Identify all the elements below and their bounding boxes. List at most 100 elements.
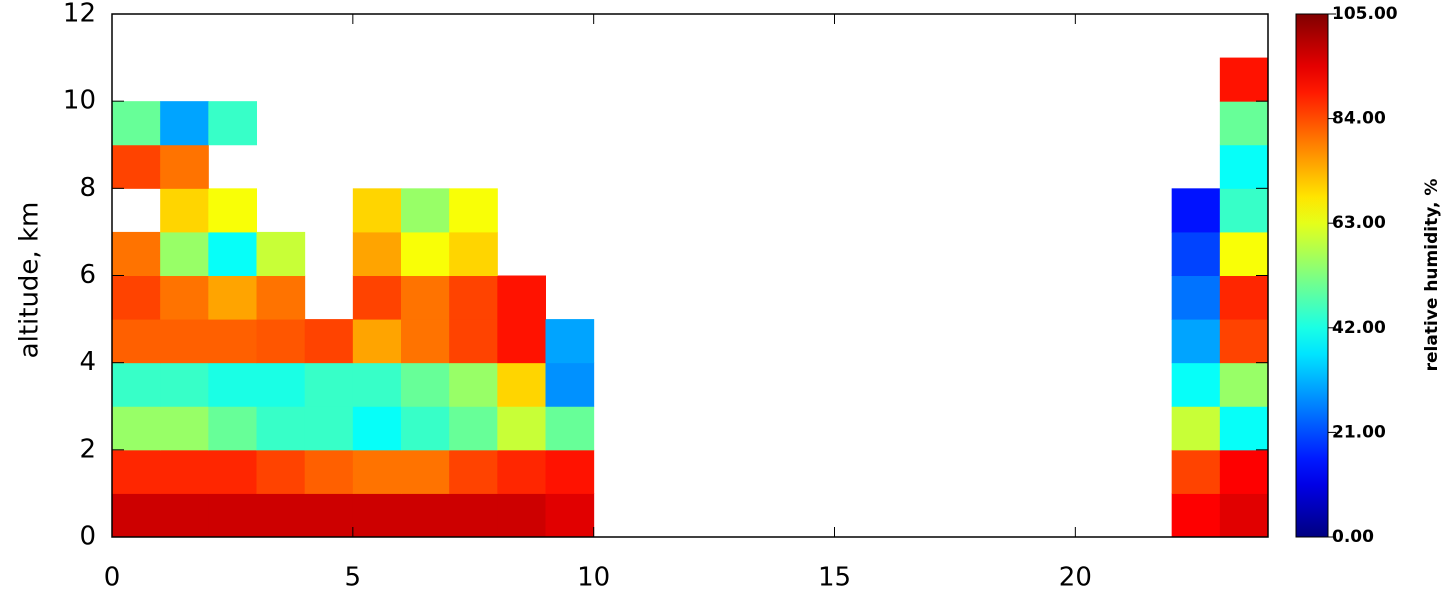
heatmap-cell	[1219, 144, 1269, 189]
heatmap-cell	[449, 406, 498, 451]
colorbar-tick-label: 42.00	[1332, 318, 1386, 338]
heatmap-cell	[304, 319, 354, 364]
heatmap-cell	[1219, 188, 1269, 233]
heatmap-cell	[449, 319, 498, 364]
y-tick-label: 4	[79, 347, 96, 377]
heatmap-cell	[449, 275, 498, 320]
heatmap-cell	[401, 319, 450, 364]
heatmap-cell	[401, 362, 450, 407]
heatmap-cell	[304, 449, 354, 494]
heatmap-cell	[112, 144, 161, 189]
x-tick-label: 0	[104, 563, 121, 593]
colorbar-tick-label: 84.00	[1332, 109, 1386, 129]
heatmap-cell	[256, 275, 306, 320]
heatmap-cell	[112, 275, 161, 320]
heatmap-cell	[256, 449, 306, 494]
heatmap-cell	[160, 406, 209, 451]
heatmap-cell	[497, 493, 546, 538]
colorbar-tick-label: 0.00	[1332, 527, 1374, 547]
heatmap-cell	[1219, 231, 1269, 276]
y-tick-label: 12	[63, 0, 96, 29]
heatmap-cell	[497, 449, 546, 494]
heatmap-cell	[1171, 449, 1221, 494]
heatmap-cell	[352, 406, 402, 451]
heatmap-cell	[497, 406, 546, 451]
heatmap-cell	[1219, 362, 1269, 407]
heatmap-cell	[304, 362, 354, 407]
heatmap-cell	[1171, 188, 1221, 233]
heatmap-cell	[449, 231, 498, 276]
heatmap-cell	[545, 319, 595, 364]
y-tick-label: 6	[79, 260, 96, 290]
heatmap-cell	[352, 188, 402, 233]
heatmap-cell	[497, 319, 546, 364]
x-tick-label: 10	[577, 563, 610, 593]
heatmap-cell	[256, 493, 306, 538]
heatmap-cell	[1171, 493, 1221, 538]
colorbar-tick-label: 21.00	[1332, 422, 1386, 442]
heatmap-cell	[545, 493, 595, 538]
heatmap-cell	[1219, 449, 1269, 494]
heatmap-cell	[160, 319, 209, 364]
heatmap-cell	[208, 319, 257, 364]
heatmap-cell	[208, 101, 257, 146]
heatmap-cell	[401, 275, 450, 320]
heatmap-cell	[401, 188, 450, 233]
heatmap-cell	[208, 362, 257, 407]
heatmap-cell	[208, 449, 257, 494]
x-tick-label: 5	[345, 563, 362, 593]
heatmap-cell	[304, 493, 354, 538]
heatmap-cell	[160, 144, 209, 189]
heatmap-cell	[545, 449, 595, 494]
heatmap-cell	[497, 275, 546, 320]
heatmap-cell	[1171, 362, 1221, 407]
heatmap-cell	[545, 362, 595, 407]
y-tick-label: 10	[63, 86, 96, 116]
heatmap-cell	[545, 406, 595, 451]
heatmap-cell	[112, 449, 161, 494]
heatmap-cell	[160, 493, 209, 538]
colorbar	[1295, 13, 1329, 538]
heatmap-cell	[256, 406, 306, 451]
heatmap-cell	[1219, 101, 1269, 146]
x-tick-label: 20	[1059, 563, 1092, 593]
colorbar-tick-label: 63.00	[1332, 213, 1386, 233]
heatmap-cell	[352, 493, 402, 538]
heatmap-cell	[449, 188, 498, 233]
heatmap-cell	[208, 188, 257, 233]
heatmap-cell	[160, 188, 209, 233]
heatmap-cell	[1171, 275, 1221, 320]
heatmap-cell	[112, 101, 161, 146]
heatmap-cell	[401, 231, 450, 276]
heatmap-cell	[112, 231, 161, 276]
heatmap-cell	[449, 449, 498, 494]
heatmap-cell	[112, 406, 161, 451]
y-tick-label: 2	[79, 434, 96, 464]
x-tick-label: 15	[818, 563, 851, 593]
heatmap-cell	[352, 449, 402, 494]
heatmap-cell	[256, 362, 306, 407]
heatmap-cell	[1219, 57, 1269, 102]
heatmap-cell	[1219, 406, 1269, 451]
heatmap-cell	[1171, 406, 1221, 451]
heatmap-cell	[256, 231, 306, 276]
heatmap-cell	[256, 319, 306, 364]
heatmap-cell	[1171, 231, 1221, 276]
heatmap-cell	[497, 362, 546, 407]
heatmap-cells	[112, 57, 1269, 538]
heatmap-cell	[449, 493, 498, 538]
colorbar-tick-label: 105.00	[1332, 4, 1398, 24]
heatmap-cell	[352, 231, 402, 276]
heatmap-cell	[1219, 493, 1269, 538]
heatmap-cell	[449, 362, 498, 407]
heatmap-cell	[208, 275, 257, 320]
heatmap-cell	[1171, 319, 1221, 364]
heatmap-cell	[304, 406, 354, 451]
heatmap-cell	[208, 406, 257, 451]
heatmap-cell	[160, 362, 209, 407]
colorbar-label: relative humidity, %	[1422, 179, 1442, 372]
y-axis-label: altitude, km	[15, 202, 45, 359]
heatmap-cell	[112, 319, 161, 364]
